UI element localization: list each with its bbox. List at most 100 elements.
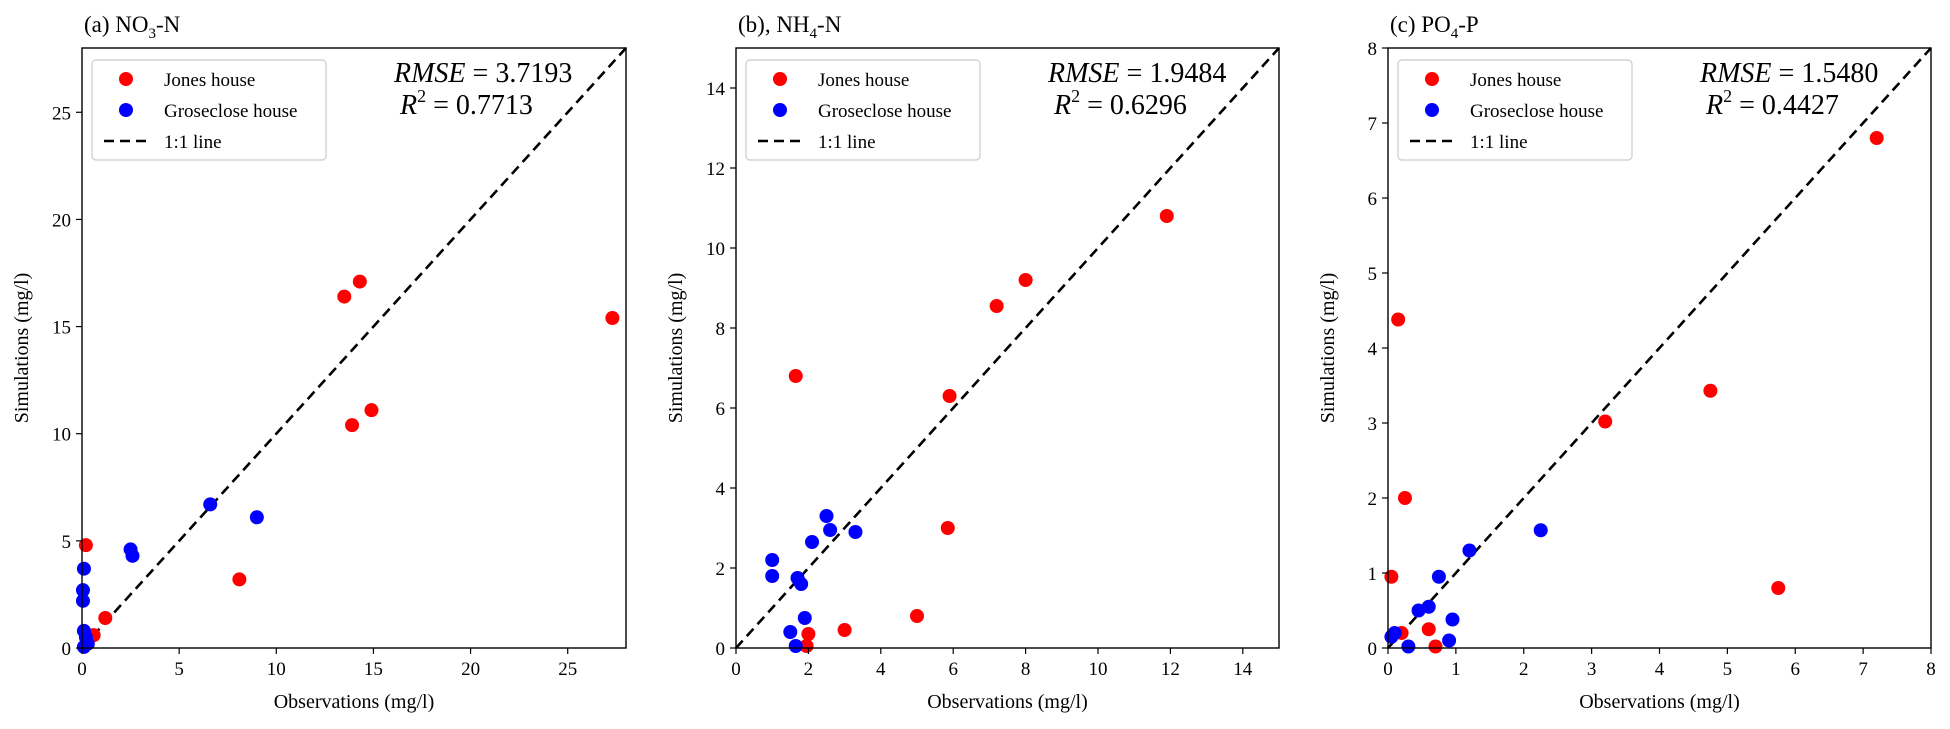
r2-superscript: 2 xyxy=(1071,86,1080,106)
panel-title-suffix: -P xyxy=(1458,12,1478,37)
data-point-jones-7 xyxy=(1703,383,1718,398)
x-tick-label: 2 xyxy=(1519,659,1529,680)
x-tick-label: 10 xyxy=(1089,659,1108,680)
legend-label-1: Groseclose house xyxy=(164,101,298,122)
legend-marker-groseclose xyxy=(773,103,787,117)
data-point-groseclose-1 xyxy=(1387,626,1402,640)
axes-frame xyxy=(81,47,627,649)
x-tick-label: 6 xyxy=(948,659,958,680)
x-tick-label: 4 xyxy=(1655,659,1665,680)
legend-marker-jones xyxy=(119,72,133,86)
x-tick-label: 5 xyxy=(1723,659,1733,680)
x-tick-label: 12 xyxy=(1161,659,1180,680)
rmse-value: = 1.9484 xyxy=(1120,58,1227,89)
r2-label: R xyxy=(1053,90,1071,121)
rmse-label: RMSE xyxy=(1047,58,1120,89)
data-point-groseclose-6 xyxy=(797,611,812,625)
data-point-groseclose-8 xyxy=(125,548,140,563)
legend-marker-jones xyxy=(1425,72,1439,86)
y-tick-label: 14 xyxy=(706,79,726,100)
legend-label-0: Jones house xyxy=(164,70,255,91)
legend-marker-groseclose xyxy=(1425,103,1439,117)
panel-title-suffix: -N xyxy=(156,12,181,37)
panel-title: (b), NH4-N xyxy=(738,12,842,42)
data-point-groseclose-0 xyxy=(76,561,91,576)
data-point-jones-3 xyxy=(837,623,852,637)
x-tick-label: 0 xyxy=(1383,659,1393,680)
data-point-jones-5 xyxy=(352,274,367,289)
y-axis-label: Simulations (mg/l) xyxy=(1317,273,1339,424)
legend-label-1: Groseclose house xyxy=(818,101,952,122)
data-point-jones-4 xyxy=(910,609,924,623)
y-tick-label: 0 xyxy=(716,639,726,660)
data-point-jones-4 xyxy=(1421,622,1436,637)
data-point-jones-5 xyxy=(1428,639,1443,654)
y-tick-label: 5 xyxy=(1368,264,1378,285)
data-point-jones-1 xyxy=(799,639,814,653)
legend-box xyxy=(1397,59,1633,161)
data-point-groseclose-3 xyxy=(788,639,803,653)
chart-panel-0: (a) NO3-N 0 5 10 15 20 25 0 5 10 15 20 25 Observation… xyxy=(11,12,627,713)
y-tick-label: 5 xyxy=(62,532,72,553)
legend-box xyxy=(91,59,327,161)
data-point-groseclose-10 xyxy=(249,510,264,525)
data-point-jones-1 xyxy=(98,611,113,625)
panel-title-prefix: (b), NH xyxy=(738,12,810,37)
y-tick-label: 25 xyxy=(52,103,71,124)
r2-label: R xyxy=(399,90,417,121)
x-tick-label: 4 xyxy=(876,659,886,680)
data-point-groseclose-9 xyxy=(823,523,838,537)
x-tick-label: 20 xyxy=(461,659,480,680)
r2-value: = 0.4427 xyxy=(1732,90,1839,121)
data-point-groseclose-7 xyxy=(1445,612,1460,627)
rmse-value: = 1.5480 xyxy=(1772,58,1879,89)
panel-title-subscript: 4 xyxy=(810,26,818,42)
chart-panel-2: (c) PO4-P0 1 2 3 4 5 6 7 8012345678Observations … xyxy=(1317,12,1936,713)
data-point-jones-0 xyxy=(78,538,93,553)
r2-value: = 0.7713 xyxy=(426,90,533,121)
rmse-value: = 3.7193 xyxy=(466,58,573,89)
r2-superscript: 2 xyxy=(1723,86,1732,106)
panel-title-suffix: -N xyxy=(817,12,842,37)
data-point-jones-6 xyxy=(1598,414,1613,429)
one-to-one-line xyxy=(1387,47,1932,649)
data-point-groseclose-2 xyxy=(1401,639,1416,654)
data-point-groseclose-2 xyxy=(783,625,798,639)
y-tick-label: 0 xyxy=(62,639,72,660)
panel-title: (c) PO4-P xyxy=(1390,12,1479,42)
x-tick-label: 15 xyxy=(364,659,383,680)
y-axis-label: Simulations (mg/l) xyxy=(11,273,33,424)
data-point-groseclose-6 xyxy=(1442,633,1457,648)
data-point-jones-8 xyxy=(1771,581,1786,595)
rmse-label: RMSE xyxy=(1699,58,1772,89)
legend-marker-jones xyxy=(773,72,787,86)
legend: Jones house Groseclose house 1:1 line xyxy=(745,59,981,161)
r2-superscript: 2 xyxy=(417,86,426,106)
rmse-annotation: RMSE = 1.9484 xyxy=(1047,58,1226,89)
y-axis-label: Simulations (mg/l) xyxy=(665,273,687,424)
data-point-groseclose-1 xyxy=(75,583,90,598)
x-tick-label: 0 xyxy=(77,659,87,680)
y-tick-label: 10 xyxy=(706,239,725,260)
data-point-groseclose-5 xyxy=(794,577,809,591)
x-tick-label: 14 xyxy=(1233,659,1253,680)
data-point-jones-6 xyxy=(345,418,360,433)
rmse-annotation: RMSE = 3.7193 xyxy=(393,58,572,89)
y-tick-label: 4 xyxy=(716,479,726,500)
legend: Jones house Groseclose house 1:1 line xyxy=(91,59,327,161)
y-tick-label: 2 xyxy=(1368,489,1378,510)
legend-label-0: Jones house xyxy=(818,70,909,91)
data-point-groseclose-9 xyxy=(1533,523,1548,538)
data-point-jones-0 xyxy=(788,369,803,383)
y-tick-label: 6 xyxy=(716,399,726,420)
y-tick-label: 0 xyxy=(1368,639,1378,660)
x-tick-label: 0 xyxy=(731,659,741,680)
panel-title-prefix: (a) NO xyxy=(84,12,149,37)
x-tick-label: 6 xyxy=(1791,659,1801,680)
y-tick-label: 4 xyxy=(1368,339,1378,360)
x-tick-label: 1 xyxy=(1451,659,1461,680)
panel-title: (a) NO3-N xyxy=(84,12,181,42)
panel-title-subscript: 4 xyxy=(1451,26,1459,42)
x-axis-label: Observations (mg/l) xyxy=(1579,691,1740,713)
data-point-jones-9 xyxy=(1869,131,1884,145)
